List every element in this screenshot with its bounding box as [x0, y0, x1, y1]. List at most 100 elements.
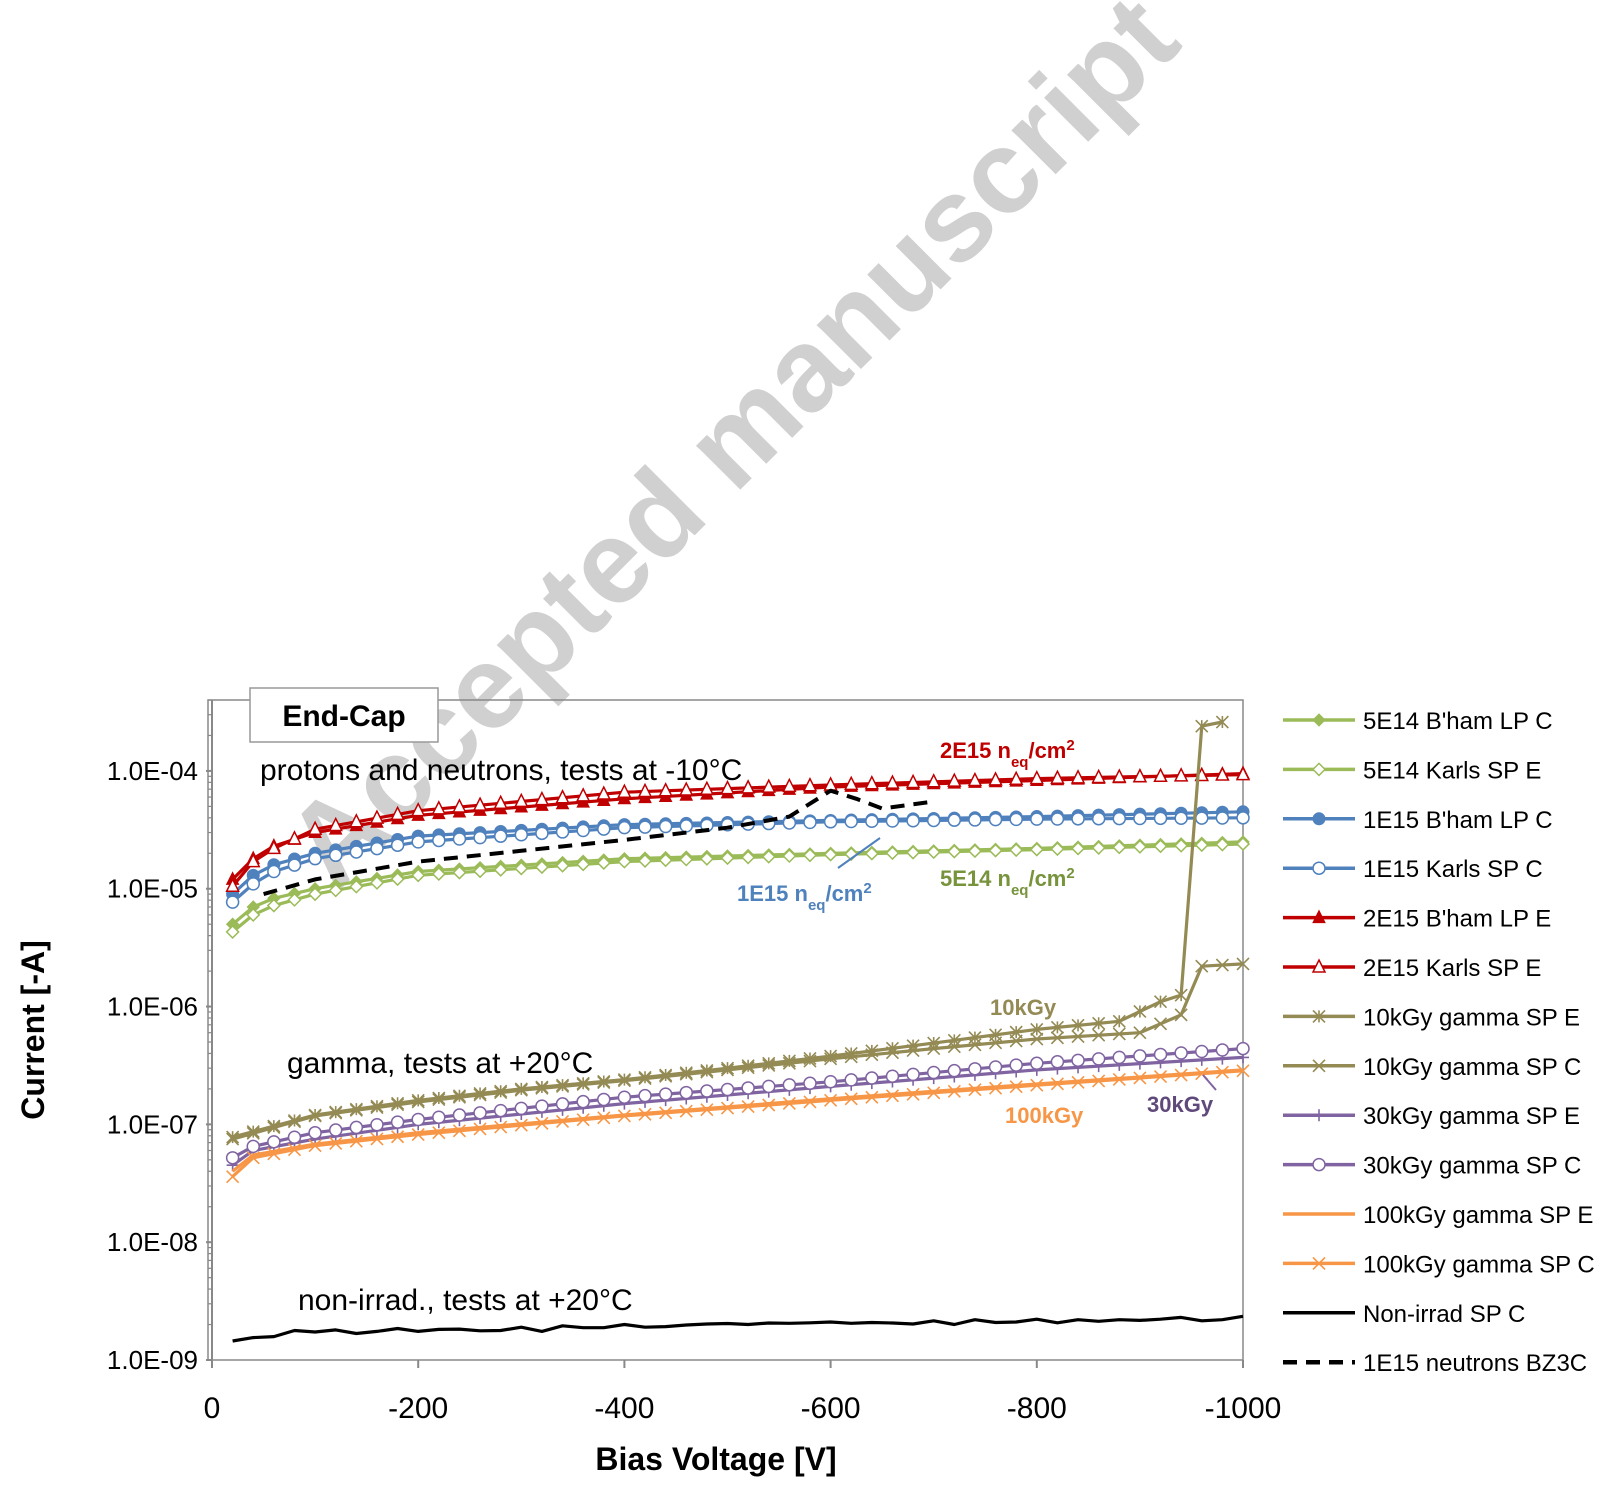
data-point: [1071, 812, 1085, 826]
annotation-protons: protons and neutrons, tests at -10°C: [260, 754, 742, 787]
data-point: [659, 1106, 673, 1120]
data-point: [926, 1065, 941, 1080]
x-tick-label: 0: [204, 1392, 221, 1425]
legend-label: 1E15 neutrons BZ3C: [1363, 1350, 1587, 1377]
series-10: [231, 1068, 1244, 1173]
data-point: [1112, 1014, 1126, 1028]
legend-label: 5E14 B'ham LP C: [1363, 708, 1553, 735]
data-point: [741, 850, 756, 865]
data-point: [1071, 1029, 1085, 1044]
data-point: [1091, 811, 1106, 826]
data-point: [740, 779, 756, 794]
data-point: [555, 1114, 570, 1129]
data-point: [493, 862, 508, 877]
data-point: [555, 825, 570, 839]
data-point: [1236, 957, 1250, 971]
data-point: [1050, 1077, 1064, 1091]
data-point: [782, 777, 797, 793]
data-point: [617, 854, 632, 869]
data-point: [1050, 769, 1065, 784]
data-point: [390, 1115, 405, 1129]
data-point: [1195, 959, 1209, 973]
data-point: [349, 1134, 363, 1148]
legend-marker: [1312, 909, 1326, 924]
data-point: [226, 1170, 240, 1184]
data-point: [1194, 838, 1209, 853]
data-point: [720, 851, 735, 866]
data-point: [452, 1090, 467, 1104]
data-point: [1133, 1071, 1147, 1085]
data-point: [432, 1126, 446, 1140]
data-point: [885, 1089, 900, 1103]
data-point: [1071, 1053, 1085, 1068]
data-point: [658, 853, 673, 868]
data-point: [1153, 767, 1168, 782]
legend-item: 5E14 B'ham LP C: [1283, 708, 1553, 735]
data-point: [287, 830, 302, 845]
data-point: [885, 1046, 900, 1060]
data-point: [1070, 841, 1086, 856]
label-5e14: 5E14 neq/cm2: [940, 865, 1075, 899]
label-2e15: 2E15 neq/cm2: [940, 737, 1075, 771]
data-point: [1030, 1022, 1044, 1036]
data-point: [844, 775, 859, 791]
data-point: [1174, 1008, 1188, 1022]
data-point: [637, 853, 653, 868]
legend-marker: [1312, 812, 1326, 826]
x-tick-label: -800: [1007, 1392, 1067, 1425]
data-point: [803, 1095, 817, 1109]
data-point: [679, 819, 694, 833]
data-point: [329, 1136, 343, 1150]
data-point: [472, 796, 488, 811]
y-tick-label: 1.0E-06: [107, 992, 198, 1022]
data-point: [762, 1058, 776, 1073]
data-point: [1215, 958, 1229, 972]
data-point: [968, 813, 982, 827]
data-point: [865, 1071, 879, 1085]
data-point: [349, 813, 364, 828]
data-point: [1009, 1080, 1023, 1094]
data-point: [1092, 1028, 1106, 1042]
data-point: [1030, 1056, 1044, 1071]
series-line: [263, 788, 934, 897]
data-point: [824, 1052, 838, 1066]
data-point: [597, 1075, 611, 1090]
data-point: [638, 1071, 652, 1086]
data-point: [307, 820, 323, 835]
data-point: [576, 1077, 590, 1092]
data-point: [494, 1120, 508, 1134]
data-point: [1070, 769, 1086, 784]
data-point: [1174, 1046, 1188, 1060]
data-point: [576, 857, 591, 872]
data-point: [823, 815, 838, 829]
data-point: [473, 1088, 487, 1102]
data-point: [699, 851, 714, 866]
legend-marker: [1311, 762, 1327, 777]
annotation-nonirrad: non-irrad., tests at +20°C: [298, 1284, 633, 1317]
data-point: [700, 1065, 714, 1079]
legend-marker: [1311, 958, 1327, 973]
data-point: [1050, 1055, 1065, 1069]
data-point: [514, 1101, 529, 1116]
data-point: [597, 822, 611, 836]
data-point: [927, 1041, 941, 1056]
data-point: [1215, 1043, 1230, 1057]
data-point: [472, 864, 488, 879]
data-point: [1174, 988, 1188, 1002]
data-point: [1091, 1052, 1106, 1066]
data-point: [514, 1083, 528, 1097]
data-point: [1071, 1075, 1085, 1089]
data-point: [1133, 1026, 1147, 1040]
data-point: [679, 1067, 693, 1081]
data-point: [576, 1094, 590, 1109]
data-point: [225, 877, 240, 892]
data-point: [700, 1103, 714, 1117]
data-point: [988, 812, 1003, 827]
x-tick-label: -600: [801, 1392, 861, 1425]
data-point: [452, 1124, 467, 1138]
legend-label: 10kGy gamma SP C: [1363, 1054, 1581, 1081]
data-point: [391, 1098, 405, 1112]
data-point: [988, 771, 1003, 786]
y-axis-ticks: 1.0E-09 1.0E-08 1.0E-07 1.0E-06 1.0E-05 1.0E-…: [107, 699, 212, 1375]
data-point: [700, 1063, 714, 1078]
